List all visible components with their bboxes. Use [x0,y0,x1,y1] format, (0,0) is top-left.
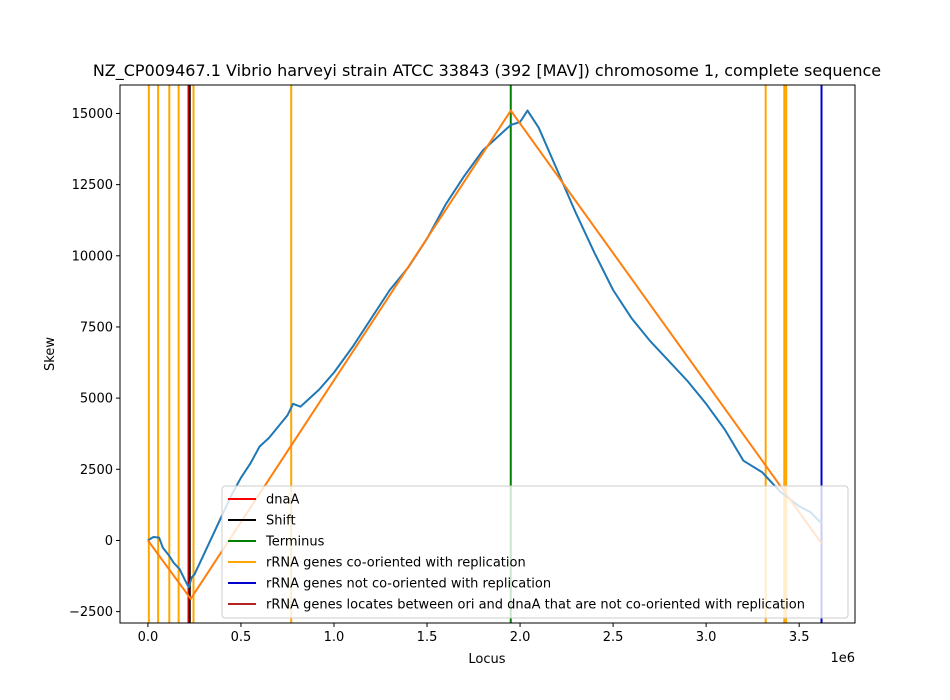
x-tick-label: 1.0 [324,630,345,645]
x-tick-label: 1.5 [417,630,438,645]
legend-label: Terminus [265,535,325,550]
legend-label: rRNA genes co-oriented with replication [266,556,526,571]
x-tick-label: 0.5 [231,630,252,645]
x-tick-label: 3.0 [696,630,717,645]
axes-frame [119,84,856,624]
legend-label: rRNA genes not co-oriented with replicat… [266,577,551,592]
y-tick-label: 12500 [72,178,113,193]
axis-ticks: 0.0 0.5 1.0 1.5 2.0 2.5 3.0 3.5 −2500 0 2500 5000 75… [69,107,810,645]
chart-title: NZ_CP009467.1 Vibrio harveyi strain ATCC… [93,61,881,81]
legend-label: Shift [266,514,296,529]
legend: dnaA Shift Terminus rRNA genes co-oriented … [221,485,849,619]
x-tick-label: 0.0 [138,630,159,645]
y-axis-label: Skew [43,337,58,371]
x-tick-label: 2.5 [603,630,624,645]
legend-label: dnaA [266,493,299,508]
y-tick-label: 10000 [72,249,113,264]
legend-box [221,485,849,619]
y-tick-label: 2500 [80,463,113,478]
x-tick-label: 2.0 [510,630,531,645]
y-tick-label: −2500 [69,605,113,620]
x-axis-label: Locus [468,652,505,667]
y-tick-label: 15000 [72,107,113,122]
series-line-0 [147,109,823,589]
y-tick-label: 0 [105,534,113,549]
y-tick-label: 5000 [80,392,113,407]
legend-label: rRNA genes locates between ori and dnaA … [266,598,805,613]
x-tick-label: 3.5 [789,630,810,645]
x-axis-offset-label: 1e6 [830,651,855,666]
series-line-1 [147,109,823,600]
y-tick-label: 7500 [80,320,113,335]
